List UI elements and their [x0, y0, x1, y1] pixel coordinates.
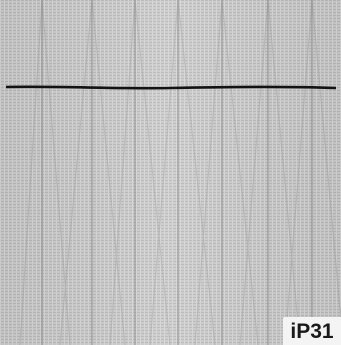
image-code-text: iP31 — [290, 319, 334, 343]
horizontal-dark-thread — [5, 85, 337, 90]
image-code-label: iP31 — [283, 317, 341, 345]
